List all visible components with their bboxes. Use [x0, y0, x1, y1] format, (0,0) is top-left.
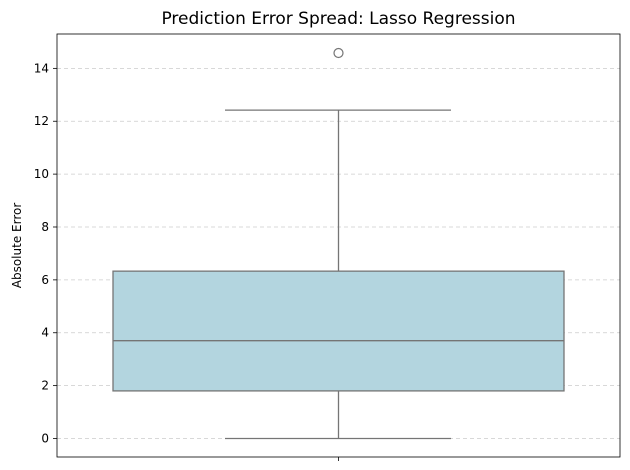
y-tick-label-12: 12	[34, 114, 49, 128]
y-tick-label-10: 10	[34, 167, 49, 181]
y-axis-label: Absolute Error	[10, 203, 24, 289]
y-tick-label-2: 2	[41, 379, 49, 393]
outlier-point-0	[333, 47, 344, 59]
y-tick-label-14: 14	[34, 61, 49, 75]
axes-frame	[56, 33, 621, 458]
y-tick-label-8: 8	[41, 220, 49, 234]
axes-layer: 0 2 4 6 8 10 12 14	[34, 33, 621, 461]
box-layer	[112, 47, 565, 440]
y-tick-label-0: 0	[41, 431, 49, 445]
iqr-box	[112, 270, 565, 392]
y-tick-label-4: 4	[41, 326, 49, 340]
chart-title: Prediction Error Spread: Lasso Regressio…	[161, 9, 515, 29]
y-tick-label-6: 6	[41, 273, 49, 287]
